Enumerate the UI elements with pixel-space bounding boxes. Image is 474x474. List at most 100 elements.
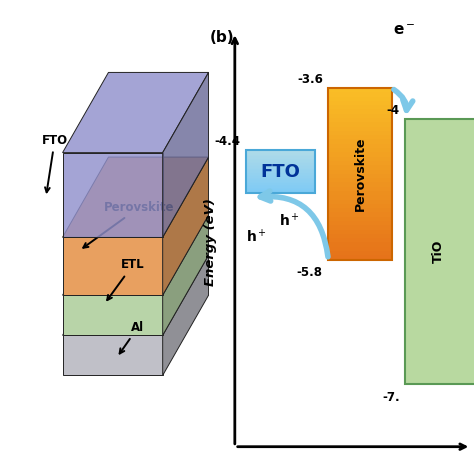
Bar — [328, 187, 392, 191]
Bar — [328, 114, 392, 118]
Polygon shape — [163, 157, 209, 295]
Bar — [328, 217, 392, 221]
Text: h$^+$: h$^+$ — [246, 228, 267, 245]
Bar — [246, 182, 315, 183]
Text: -4.4: -4.4 — [214, 135, 240, 148]
Bar — [246, 169, 315, 171]
Text: Perovskite: Perovskite — [83, 201, 175, 248]
Polygon shape — [63, 295, 163, 335]
Bar — [246, 162, 315, 163]
Text: Perovskite: Perovskite — [354, 137, 366, 211]
Bar — [328, 178, 392, 182]
Bar — [246, 157, 315, 159]
Bar — [246, 178, 315, 179]
Bar — [328, 135, 392, 139]
Bar — [328, 255, 392, 260]
Bar — [328, 212, 392, 217]
Bar — [328, 229, 392, 234]
Text: -3.6: -3.6 — [297, 73, 323, 86]
Polygon shape — [63, 255, 209, 335]
Text: h$^+$: h$^+$ — [279, 212, 300, 229]
Bar — [328, 195, 392, 200]
Bar — [328, 246, 392, 251]
Bar — [328, 109, 392, 114]
Text: ETL: ETL — [107, 258, 145, 300]
Bar — [328, 234, 392, 238]
Polygon shape — [63, 153, 163, 237]
Bar — [246, 175, 315, 176]
Bar — [246, 156, 315, 157]
Bar — [246, 188, 315, 189]
Bar — [246, 152, 315, 153]
Bar — [328, 174, 392, 178]
Bar — [328, 208, 392, 212]
Bar — [246, 167, 315, 169]
Bar — [246, 153, 315, 155]
Bar — [328, 105, 392, 109]
Polygon shape — [163, 255, 209, 375]
Polygon shape — [163, 215, 209, 335]
Bar — [328, 144, 392, 148]
Bar — [246, 172, 315, 173]
Text: Energy (eV): Energy (eV) — [203, 198, 217, 286]
Bar — [246, 191, 315, 192]
Bar — [328, 122, 392, 127]
Bar — [246, 183, 315, 185]
FancyArrowPatch shape — [394, 90, 413, 110]
Bar — [328, 225, 392, 229]
Polygon shape — [163, 73, 209, 237]
Bar — [246, 181, 315, 182]
Bar — [246, 150, 315, 152]
Bar — [328, 97, 392, 101]
Bar — [328, 204, 392, 208]
Bar — [328, 92, 392, 97]
Bar — [328, 139, 392, 144]
Bar — [246, 176, 315, 178]
Bar — [328, 88, 392, 92]
Bar — [246, 171, 315, 172]
Text: FTO: FTO — [260, 163, 300, 181]
Bar — [328, 238, 392, 242]
Bar — [328, 152, 392, 156]
Bar — [246, 192, 315, 193]
Bar — [328, 101, 392, 105]
Bar — [328, 182, 392, 187]
FancyArrowPatch shape — [260, 191, 328, 257]
Text: (b): (b) — [210, 30, 235, 45]
Bar — [328, 200, 392, 204]
Bar — [405, 119, 474, 384]
Text: TiO: TiO — [432, 240, 445, 264]
Bar — [246, 189, 315, 191]
Bar — [246, 166, 315, 167]
Text: FTO: FTO — [42, 134, 68, 192]
Polygon shape — [63, 335, 163, 375]
Bar — [328, 88, 392, 260]
Bar — [328, 156, 392, 161]
Bar — [328, 127, 392, 131]
Bar — [328, 251, 392, 255]
Bar — [328, 161, 392, 165]
Bar — [246, 186, 315, 188]
Bar — [246, 163, 315, 164]
Bar — [246, 179, 315, 181]
Bar — [246, 185, 315, 186]
Bar — [246, 159, 315, 160]
Text: -5.8: -5.8 — [297, 266, 323, 279]
Polygon shape — [63, 157, 209, 237]
Bar — [246, 150, 315, 193]
Polygon shape — [63, 237, 163, 295]
Bar — [328, 191, 392, 195]
Bar — [328, 165, 392, 170]
Bar — [328, 170, 392, 174]
Bar — [328, 148, 392, 152]
Bar — [246, 160, 315, 162]
Text: Al: Al — [119, 321, 145, 354]
Text: -4: -4 — [387, 104, 400, 117]
Bar — [328, 221, 392, 225]
Bar — [246, 164, 315, 166]
Bar — [328, 118, 392, 122]
Bar — [246, 173, 315, 175]
Bar — [328, 242, 392, 246]
Bar — [328, 131, 392, 135]
Polygon shape — [63, 73, 209, 153]
